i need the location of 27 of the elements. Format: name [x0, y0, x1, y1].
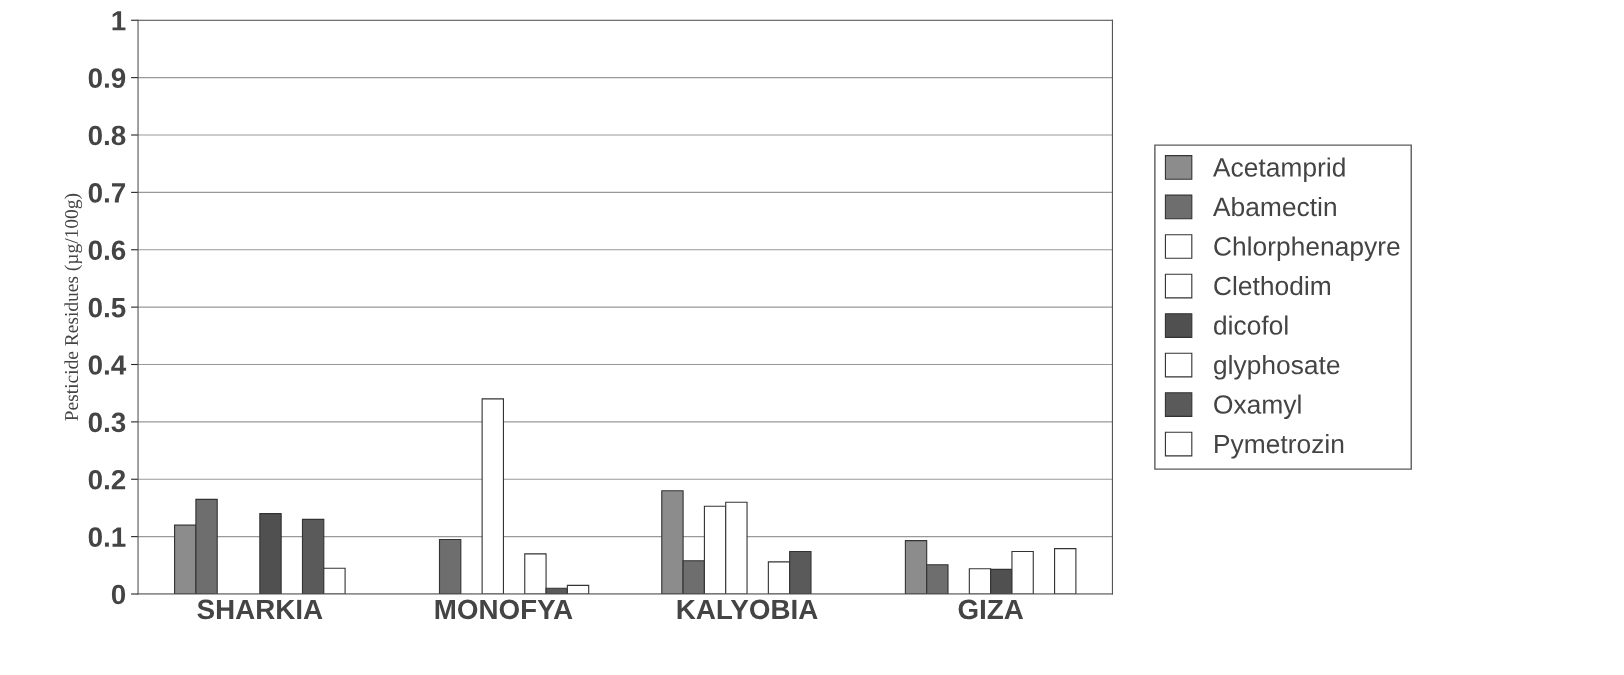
- x-tick-label: KALYOBIA: [677, 599, 818, 620]
- x-tick-label: SHARKIA: [197, 599, 323, 620]
- y-tick-label: 0.1: [88, 527, 126, 547]
- legend-label: Chlorphenapyre: [1214, 236, 1400, 262]
- y-tick-label: 0.8: [88, 125, 126, 146]
- y-tick-label: 0.6: [88, 240, 126, 261]
- bar: [438, 538, 462, 594]
- bar: [1054, 548, 1077, 594]
- y-tick-label: 0.4: [88, 355, 127, 375]
- legend-label: Acetamprid: [1212, 157, 1345, 182]
- y-tick-label: 0.2: [88, 469, 126, 490]
- y-tick-label: 0.7: [88, 183, 126, 203]
- y-tick-label: 0: [111, 584, 126, 605]
- x-tick-label: GIZA: [958, 599, 1024, 620]
- legend-label: glyphosate: [1214, 354, 1340, 380]
- y-tick-label: 1: [112, 11, 126, 31]
- x-tick-label: MONOFYA: [435, 599, 573, 620]
- legend-label: dicofol: [1214, 315, 1288, 335]
- legend-label: Clethodim: [1214, 275, 1330, 296]
- legend-label: Abamectin: [1212, 196, 1336, 217]
- y-tick-label: 0.3: [88, 412, 126, 433]
- bar: [481, 398, 504, 594]
- y-tick-label: 0.9: [88, 68, 126, 88]
- legend-label: Pymetrozin: [1215, 434, 1344, 459]
- legend-label: Oxamyl: [1214, 394, 1301, 420]
- y-axis-title: Pesticide Residues (µg/100g): [64, 193, 83, 421]
- y-tick-label: 0.5: [88, 297, 126, 318]
